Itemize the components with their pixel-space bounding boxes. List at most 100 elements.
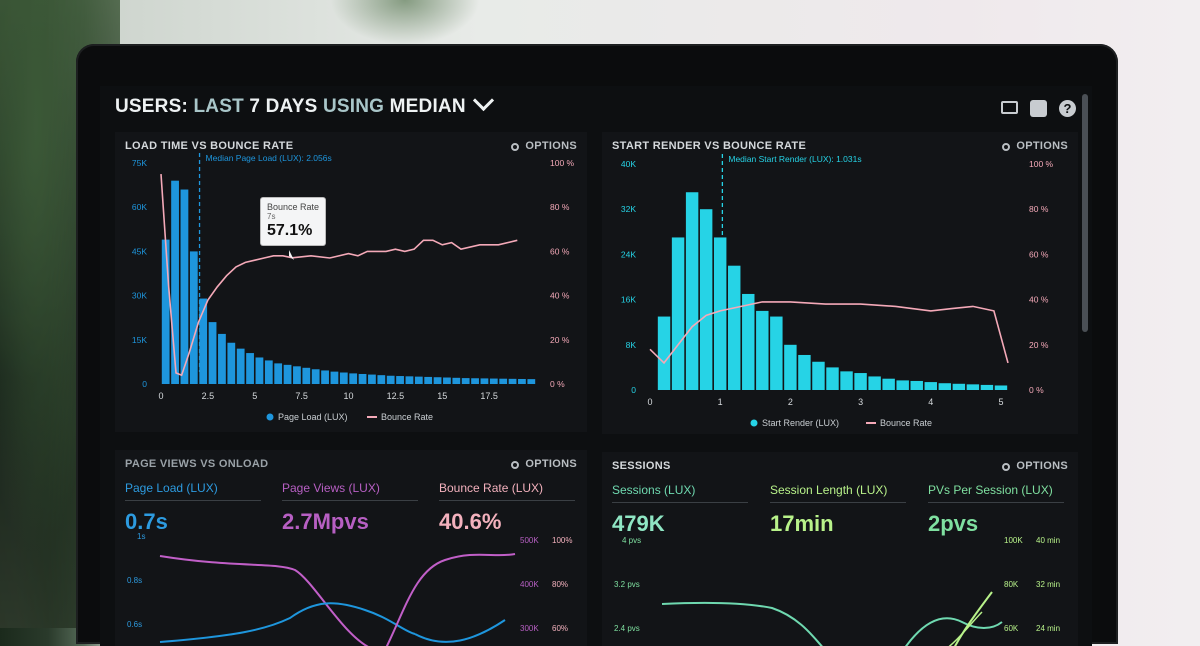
legend-bar-swatch xyxy=(266,413,274,421)
bar xyxy=(994,385,1008,390)
page-views-lines xyxy=(159,553,516,646)
y-tick-label: 15K xyxy=(132,335,147,345)
bar xyxy=(208,322,217,384)
legend-line-label: Bounce Rate xyxy=(381,412,433,422)
metric-value: 479K xyxy=(612,511,665,536)
x-tick-label: 0 xyxy=(158,391,163,401)
bar xyxy=(424,376,433,384)
pvs-line-2 xyxy=(948,611,983,646)
bar xyxy=(812,361,825,390)
y2-tick-label: 20 % xyxy=(550,335,570,345)
sessions-lines xyxy=(661,591,1003,646)
y2-tick-label: 60 % xyxy=(1029,249,1049,259)
bar xyxy=(414,376,423,384)
y2-tick: 500K xyxy=(520,536,539,545)
bar xyxy=(180,189,189,384)
y-tick-label: 16K xyxy=(621,295,636,305)
y2-tick-label: 80 % xyxy=(1029,204,1049,214)
bar xyxy=(713,237,727,390)
help-icon[interactable]: ? xyxy=(1059,100,1076,117)
bar xyxy=(685,192,699,390)
bar xyxy=(728,265,741,390)
x-tick-label: 3 xyxy=(858,397,863,407)
y-tick: 0.8s xyxy=(127,576,143,585)
x-tick-label: 10 xyxy=(343,391,353,401)
x-tick-label: 2 xyxy=(788,397,793,407)
metric-value: 2pvs xyxy=(928,511,979,536)
title-word-using: USING xyxy=(322,96,385,117)
metric-value: 2.7Mpvs xyxy=(282,509,369,534)
gear-icon xyxy=(1002,143,1011,151)
bar xyxy=(311,369,320,384)
bar xyxy=(508,378,517,384)
options-button[interactable]: OPTIONS xyxy=(511,140,577,152)
bar xyxy=(339,372,348,384)
options-label: OPTIONS xyxy=(525,140,577,152)
y-tick-label: 8K xyxy=(626,340,637,350)
panel-start-render: START RENDER VS BOUNCE RATE OPTIONS 40K 3… xyxy=(602,132,1078,434)
panel-page-views: PAGE VIEWS VS ONLOAD OPTIONS Page Load (… xyxy=(115,450,587,646)
panel-load-time: LOAD TIME VS BOUNCE RATE OPTIONS 75K 60K 4… xyxy=(115,132,587,432)
y2-tick-label: 100 % xyxy=(1029,159,1054,169)
title-stat-dropdown[interactable]: MEDIAN xyxy=(389,96,466,117)
bar xyxy=(489,378,498,384)
legend-line-label: Bounce Rate xyxy=(880,418,932,428)
scrollbar[interactable] xyxy=(1082,94,1088,332)
panel-title: LOAD TIME VS BOUNCE RATE xyxy=(125,140,294,152)
bar xyxy=(499,378,508,384)
monitor-icon[interactable] xyxy=(1001,101,1018,114)
options-button[interactable]: OPTIONS xyxy=(1002,460,1068,472)
session-length-line xyxy=(905,617,1003,646)
x-tick-label: 12.5 xyxy=(387,391,405,401)
y2-tick-label: 0 % xyxy=(1029,385,1044,395)
metric-session-length: Session Length (LUX) 17min xyxy=(770,483,906,537)
bar xyxy=(293,366,301,384)
y-tick: 0.6s xyxy=(127,620,143,629)
bar xyxy=(405,376,414,384)
bar xyxy=(868,376,881,390)
bar xyxy=(358,373,367,384)
dashboard-screen: USERS: LAST 7 DAYS USING MEDIAN ? LOAD T… xyxy=(100,86,1092,646)
metric-page-views: Page Views (LUX) 2.7Mpvs xyxy=(282,481,418,535)
y-tick-label: 60K xyxy=(132,202,147,212)
bar xyxy=(854,373,867,390)
bar xyxy=(171,180,179,384)
header-icons: ? xyxy=(1001,100,1076,117)
metric-label: Bounce Rate (LUX) xyxy=(439,481,575,501)
bar xyxy=(980,384,994,390)
chevron-down-icon[interactable] xyxy=(472,89,494,112)
bounce-rate-line xyxy=(649,301,1009,365)
bar xyxy=(770,316,783,390)
page-views-line xyxy=(159,555,369,646)
chart-icon[interactable] xyxy=(1030,100,1047,117)
bar xyxy=(756,310,769,390)
gear-icon xyxy=(511,143,520,151)
legend-bar-swatch xyxy=(750,419,758,427)
x-tick-label: 1 xyxy=(718,397,723,407)
bar xyxy=(742,293,755,390)
metric-label: Page Load (LUX) xyxy=(125,481,261,501)
y-tick: 3.2 pvs xyxy=(614,580,640,589)
x-tick-label: 7.5 xyxy=(295,391,308,401)
options-button[interactable]: OPTIONS xyxy=(1002,140,1068,152)
median-marker-label: Median Start Render (LUX): 1.031s xyxy=(728,154,861,164)
title-word-last: LAST xyxy=(193,96,244,117)
y2-tick-label: 0 % xyxy=(550,379,565,389)
bar xyxy=(218,333,226,384)
bar xyxy=(840,371,853,390)
metric-value: 17min xyxy=(770,511,834,536)
bar xyxy=(255,357,264,384)
bar xyxy=(671,237,685,390)
bounce-rate-tooltip: Bounce Rate 7s 57.1% xyxy=(261,198,326,245)
y-tick-label: 40K xyxy=(621,159,636,169)
page-title: USERS: LAST 7 DAYS USING MEDIAN xyxy=(115,89,494,118)
bar xyxy=(527,379,536,384)
y2-tick-label: 40 % xyxy=(1029,295,1049,305)
options-button[interactable]: OPTIONS xyxy=(511,458,577,470)
y-tick-label: 32K xyxy=(621,204,636,214)
background-leaves xyxy=(330,0,480,45)
x-tick-label: 5 xyxy=(252,391,257,401)
tooltip-value: 57.1% xyxy=(267,222,313,239)
y3-tick: 40 min xyxy=(1036,536,1061,545)
bar xyxy=(189,251,198,384)
